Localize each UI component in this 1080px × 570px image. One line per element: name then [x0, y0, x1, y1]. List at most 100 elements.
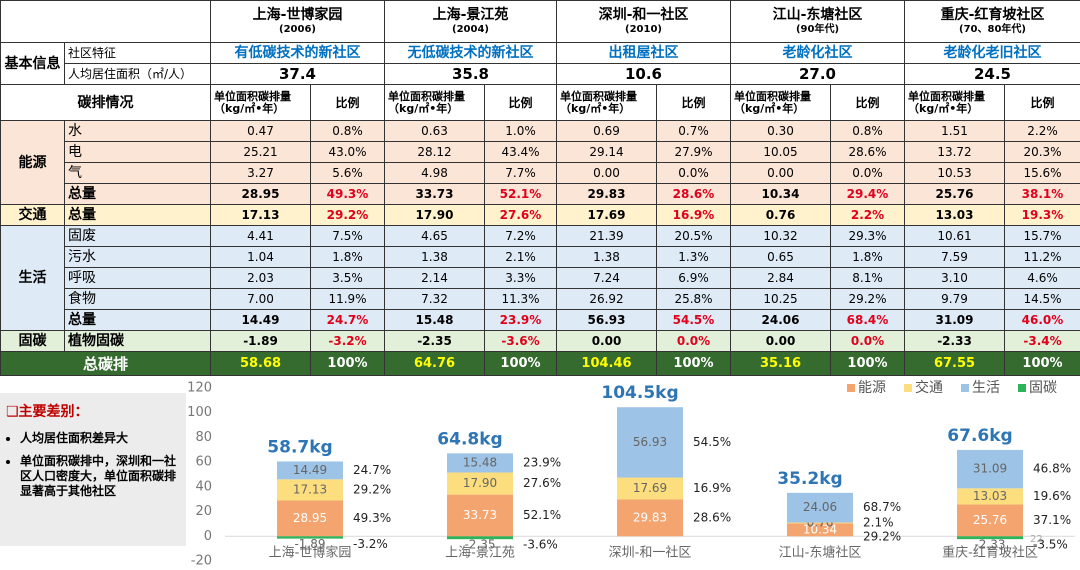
legend-label: 交通 — [915, 379, 943, 396]
group-label: 能源 — [0, 120, 65, 205]
emission-value: 7.59 — [904, 246, 1005, 268]
segment-label: -1.89 — [294, 537, 325, 551]
emission-value: 1.51 — [904, 120, 1005, 142]
emission-value: 13.03 — [904, 204, 1005, 226]
emission-value: 33.73 — [384, 183, 485, 205]
note-bullet: 单位面积碳排中，深圳和一社区人口密度大，单位面积碳排显著高于其他社区 — [20, 454, 180, 499]
segment-label: -2.33 — [974, 538, 1005, 552]
bar-segment — [787, 492, 853, 523]
emission-value: 25.21 — [210, 141, 311, 163]
bar-segment — [957, 449, 1023, 489]
bar-segment — [787, 522, 853, 524]
emission-ratio: 43.4% — [484, 141, 557, 163]
column-header: 单位面积碳排量（kg/㎡•年） — [210, 84, 311, 121]
basic-value: 24.5 — [904, 63, 1080, 85]
basic-value: 无低碳技术的新社区 — [384, 42, 557, 64]
emission-ratio: 1.3% — [656, 246, 731, 268]
bar-segment — [447, 536, 513, 540]
row-label: 人均居住面积（㎡/人） — [64, 63, 211, 85]
basic-value: 老龄化社区 — [730, 42, 905, 64]
row-label: 呼吸 — [64, 267, 211, 289]
table-row: 总量 14.49 24.7% 15.48 23.9% 56.93 54.5% 24.06 68.… — [1, 309, 1080, 331]
emission-value: 0.69 — [556, 120, 657, 142]
table-row: 呼吸 2.03 3.5% 2.14 3.3% 7.24 6.9% 2.84 8.1% 3.10 4.… — [1, 267, 1080, 289]
basic-value: 有低碳技术的新社区 — [210, 42, 385, 64]
note-box: ❑主要差别： 人均居住面积差异大单位面积碳排中，深圳和一社区人口密度大，单位面积… — [0, 393, 186, 546]
emission-ratio: 7.5% — [310, 225, 385, 247]
segment-label: 56.93 — [633, 435, 667, 449]
page-number: 22 — [1030, 534, 1043, 545]
row-label: 气 — [64, 162, 211, 184]
emission-value: 0.65 — [730, 246, 831, 268]
emission-ratio: 5.6% — [310, 162, 385, 184]
table-row: 总碳排 58.68 100% 64.76 100% 104.46 100% 35.16 100%… — [0, 351, 1080, 376]
emission-ratio: 0.0% — [656, 162, 731, 184]
bar-segment — [957, 488, 1023, 505]
row-label: 总量 — [64, 309, 211, 331]
emission-value: 17.13 — [210, 204, 311, 226]
emission-value: 0.00 — [556, 162, 657, 184]
emission-value: -2.35 — [384, 330, 485, 352]
emission-value: 2.03 — [210, 267, 311, 289]
row-label: 植物固碳 — [64, 330, 211, 352]
legend-label: 生活 — [972, 380, 1000, 396]
emission-value: 56.93 — [556, 309, 657, 331]
share-label: 49.3% — [353, 511, 391, 525]
share-label: 16.9% — [693, 481, 731, 495]
emission-ratio: 29.3% — [830, 225, 905, 247]
emission-ratio: 0.8% — [310, 120, 385, 142]
emission-ratio: 46.0% — [1004, 309, 1080, 331]
emission-ratio: 0.0% — [830, 162, 905, 184]
emission-ratio: 3.3% — [484, 267, 557, 289]
segment-label: 25.76 — [973, 513, 1007, 527]
emission-value: 0.00 — [730, 330, 831, 352]
group-label: 基本信息 — [0, 42, 65, 85]
emission-value: 7.32 — [384, 288, 485, 310]
emission-value: 31.09 — [904, 309, 1005, 331]
row-label: 社区特征 — [64, 42, 211, 64]
basic-value: 老龄化老旧社区 — [904, 42, 1080, 64]
row-label: 水 — [64, 120, 211, 142]
share-label: 23.9% — [523, 455, 561, 469]
emission-ratio: 20.3% — [1004, 141, 1080, 163]
emission-ratio: -3.4% — [1004, 330, 1080, 352]
emission-value: 10.25 — [730, 288, 831, 310]
emission-ratio: 2.2% — [830, 204, 905, 226]
x-tick-label: 深圳-和一社区 — [609, 545, 692, 561]
total-label: 35.2kg — [777, 469, 842, 489]
community-name: 江山-东塘社区 — [772, 7, 863, 23]
emission-ratio: 3.5% — [310, 267, 385, 289]
column-header: 比例 — [1004, 84, 1080, 121]
emission-ratio: 1.8% — [310, 246, 385, 268]
share-label: 29.2% — [863, 530, 901, 544]
legend-label: 固碳 — [1029, 380, 1057, 396]
bar-segment — [447, 472, 513, 495]
share-label: 2.1% — [863, 516, 894, 530]
share-label: 28.6% — [693, 510, 731, 524]
table-row: 食物 7.00 11.9% 7.32 11.3% 26.92 25.8% 10.25 29.2%… — [1, 288, 1080, 310]
segment-label: 14.49 — [293, 463, 327, 477]
emission-value: 3.27 — [210, 162, 311, 184]
emission-value: 4.41 — [210, 225, 311, 247]
chart: -20 0 20 40 60 80 100 120 能源 交通 生活 固碳 28.95 17.13 14.4… — [187, 379, 1075, 569]
emission-value: 28.12 — [384, 141, 485, 163]
segment-label: 10.34 — [803, 522, 837, 536]
emission-value: 1.38 — [556, 246, 657, 268]
column-header: 单位面积碳排量（kg/㎡•年） — [730, 84, 831, 121]
community-header: 重庆-红育坡社区 (70、80年代) — [904, 0, 1080, 43]
column-header: 比例 — [484, 84, 557, 121]
y-tick-label: 40 — [195, 479, 212, 494]
community-header: 上海-景江苑 (2004) — [384, 0, 557, 43]
y-tick-label: 120 — [187, 381, 212, 396]
share-label: 37.1% — [1033, 513, 1071, 527]
community-header: 上海-世博家园 (2006) — [210, 0, 385, 43]
column-header: 比例 — [310, 84, 385, 121]
y-tick-label: 20 — [195, 504, 212, 519]
emission-ratio: -3.2% — [310, 330, 385, 352]
emission-ratio: 1.8% — [830, 246, 905, 268]
emission-value: 10.32 — [730, 225, 831, 247]
share-label: 54.5% — [693, 435, 731, 449]
basic-value: 10.6 — [556, 63, 731, 85]
segment-label: 24.06 — [803, 500, 837, 514]
